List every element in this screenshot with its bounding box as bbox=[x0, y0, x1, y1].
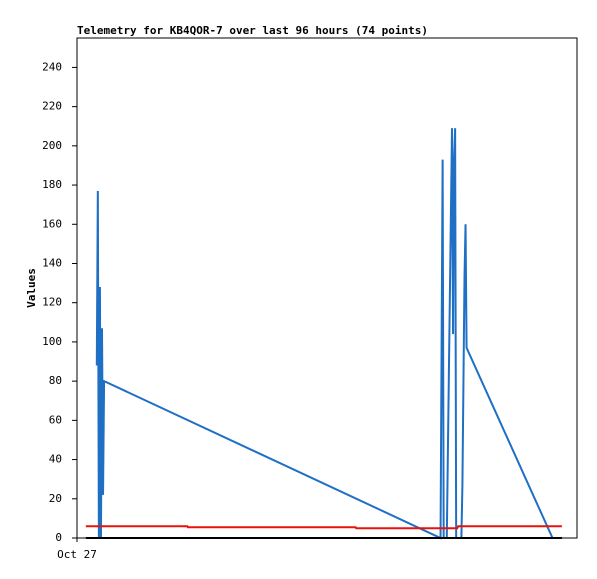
x-tick-label: Oct 27 bbox=[57, 548, 97, 561]
y-axis-label: Values bbox=[25, 268, 38, 308]
y-tick-label: 160 bbox=[42, 217, 62, 230]
y-tick-label: 120 bbox=[42, 296, 62, 309]
series-line bbox=[95, 128, 554, 540]
y-tick-label: 80 bbox=[49, 374, 62, 387]
y-tick-label: 100 bbox=[42, 335, 62, 348]
chart-title: Telemetry for KB4QOR-7 over last 96 hour… bbox=[77, 24, 428, 37]
y-tick-label: 180 bbox=[42, 178, 62, 191]
plot-frame bbox=[76, 37, 578, 539]
y-tick-label: 40 bbox=[49, 453, 62, 466]
y-tick-label: 20 bbox=[49, 492, 62, 505]
series-line bbox=[85, 525, 562, 530]
y-tick-label: 140 bbox=[42, 256, 62, 269]
y-tick-label: 0 bbox=[55, 531, 62, 544]
y-tick-label: 240 bbox=[42, 60, 62, 73]
y-tick-label: 200 bbox=[42, 139, 62, 152]
y-tick-label: 220 bbox=[42, 100, 62, 113]
y-tick-label: 60 bbox=[49, 413, 62, 426]
